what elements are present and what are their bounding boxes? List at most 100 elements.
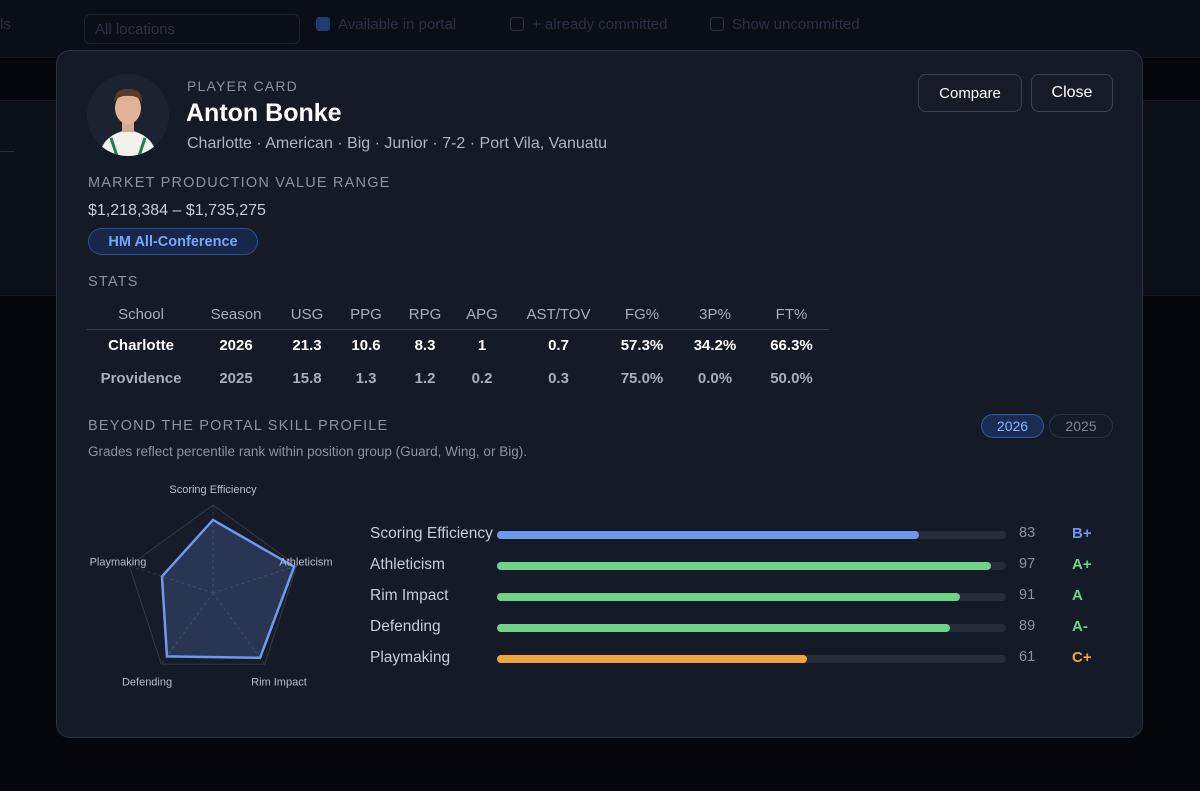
skill-bar-track bbox=[497, 655, 1006, 663]
skill-row: Scoring Efficiency 83 B+ bbox=[370, 521, 1115, 552]
skill-bar-track bbox=[497, 531, 1006, 539]
radar-axis-label: Scoring Efficiency bbox=[169, 484, 257, 496]
table-cell: 1.3 bbox=[355, 370, 377, 387]
honor-badge: HM All-Conference bbox=[88, 228, 258, 255]
radar-axis bbox=[212, 592, 266, 665]
radar-axis-label: Athleticism bbox=[279, 556, 332, 568]
table-cell: 0.2 bbox=[471, 370, 493, 387]
table-cell: 66.3% bbox=[770, 337, 813, 355]
market-value-range: $1,218,384 – $1,735,275 bbox=[88, 202, 266, 219]
skill-value: 83 bbox=[1019, 525, 1036, 541]
table-cell: 75.0% bbox=[620, 370, 664, 387]
table-row: Providence 2025 15.8 1.3 1.2 0.2 0.3 75.… bbox=[87, 362, 829, 395]
skill-name: Playmaking bbox=[370, 649, 451, 666]
background-filter-label: Show uncommitted bbox=[732, 16, 860, 33]
market-value-heading: MARKET PRODUCTION VALUE RANGE bbox=[88, 175, 391, 191]
background-filter-label: Available in portal bbox=[338, 16, 457, 33]
skill-bar-fill bbox=[497, 562, 991, 570]
skill-name: Athleticism bbox=[370, 556, 445, 573]
col-header-school: School bbox=[87, 301, 195, 330]
skill-bar-fill bbox=[497, 531, 920, 539]
table-cell: 50.0% bbox=[770, 370, 813, 387]
col-header-ppg: PPG bbox=[337, 301, 395, 330]
table-cell: 21.3 bbox=[292, 337, 322, 355]
background-toolbar: ls All locations Available in portal + a… bbox=[0, 0, 1200, 58]
compare-button[interactable]: Compare bbox=[918, 74, 1022, 112]
skill-bars: Scoring Efficiency 83 B+ Athleticism 97 A+ Rim… bbox=[370, 521, 1115, 676]
year-toggle-2026[interactable]: 2026 bbox=[981, 414, 1044, 438]
stats-table: School Season USG PPG RPG APG AST/TOV FG… bbox=[87, 301, 829, 395]
skill-value: 89 bbox=[1019, 618, 1036, 634]
col-header-season: Season bbox=[195, 301, 277, 330]
skill-grade: A+ bbox=[1072, 556, 1092, 573]
skill-value: 91 bbox=[1019, 587, 1036, 603]
skill-grade: B+ bbox=[1072, 525, 1092, 542]
background-filter-label: + already committed bbox=[532, 16, 668, 33]
skill-name: Defending bbox=[370, 618, 441, 635]
background-filter-uncommitted: Show uncommitted bbox=[710, 16, 860, 42]
skill-bar-fill bbox=[497, 593, 961, 601]
skill-bar-fill bbox=[497, 655, 808, 663]
table-cell: 34.2% bbox=[693, 337, 737, 355]
col-header-ft-pct: FT% bbox=[754, 301, 829, 330]
background-filter-committed: + already committed bbox=[510, 16, 667, 42]
table-cell: 1.2 bbox=[414, 370, 436, 387]
radar-axis bbox=[129, 565, 214, 594]
col-header-usg: USG bbox=[277, 301, 337, 330]
player-card-modal: PLAYER CARD Anton Bonke Charlotte · Amer… bbox=[56, 50, 1143, 738]
table-cell: 10.6 bbox=[351, 337, 381, 355]
player-name: Anton Bonke bbox=[186, 99, 342, 127]
checkbox-icon bbox=[710, 17, 724, 31]
checkbox-icon bbox=[316, 17, 330, 31]
stats-heading: STATS bbox=[88, 274, 139, 290]
table-cell: 15.8 bbox=[292, 370, 322, 387]
skill-row: Defending 89 A- bbox=[370, 614, 1115, 645]
skill-row: Rim Impact 91 A bbox=[370, 583, 1115, 614]
table-cell: 0.7 bbox=[548, 337, 569, 355]
table-cell: 8.3 bbox=[414, 337, 436, 355]
skill-value: 61 bbox=[1019, 649, 1036, 665]
radar-axis bbox=[212, 565, 297, 594]
stats-header-row: School Season USG PPG RPG APG AST/TOV FG… bbox=[87, 301, 829, 330]
skill-bar-track bbox=[497, 593, 1006, 601]
col-header-ast-tov: AST/TOV bbox=[509, 301, 608, 330]
table-cell: 2026 bbox=[219, 337, 253, 355]
skill-row: Athleticism 97 A+ bbox=[370, 552, 1115, 583]
skill-profile-note: Grades reflect percentile rank within po… bbox=[88, 444, 527, 459]
skill-profile-heading: BEYOND THE PORTAL SKILL PROFILE bbox=[88, 418, 389, 434]
skill-grade: C+ bbox=[1072, 649, 1092, 666]
table-cell: 0.0% bbox=[697, 370, 733, 387]
background-filter-available: Available in portal bbox=[316, 16, 456, 42]
player-avatar bbox=[87, 74, 169, 156]
radar-data-area bbox=[160, 518, 296, 660]
year-toggle-2025[interactable]: 2025 bbox=[1049, 414, 1113, 438]
player-photo-icon bbox=[87, 74, 169, 156]
col-header-3p-pct: 3P% bbox=[676, 301, 754, 330]
table-cell: 0.3 bbox=[548, 370, 569, 387]
skill-grade: A- bbox=[1072, 618, 1088, 635]
card-overline: PLAYER CARD bbox=[187, 78, 298, 94]
skill-row: Playmaking 61 C+ bbox=[370, 645, 1115, 676]
checkbox-icon bbox=[510, 17, 524, 31]
table-cell: 1 bbox=[477, 337, 487, 355]
skill-radar-chart: Scoring Efficiency Athleticism Rim Impact D… bbox=[90, 484, 333, 689]
col-header-fg-pct: FG% bbox=[608, 301, 676, 330]
close-button[interactable]: Close bbox=[1031, 74, 1113, 112]
radar-axis-label: Defending bbox=[122, 677, 172, 689]
table-cell: Providence bbox=[100, 370, 182, 387]
table-cell: 57.3% bbox=[620, 337, 664, 355]
table-cell: 2025 bbox=[219, 370, 253, 387]
skill-bar-track bbox=[497, 624, 1006, 632]
col-header-apg: APG bbox=[455, 301, 509, 330]
skill-bar-fill bbox=[497, 624, 950, 632]
background-fragment: ls bbox=[0, 16, 11, 33]
col-header-rpg: RPG bbox=[395, 301, 455, 330]
player-meta: Charlotte · American · Big · Junior · 7-… bbox=[187, 135, 608, 152]
background-location-select: All locations bbox=[84, 14, 300, 44]
table-row: Charlotte 2026 21.3 10.6 8.3 1 0.7 57.3%… bbox=[87, 329, 829, 362]
background-left-fragment: — bbox=[0, 142, 14, 158]
skill-value: 97 bbox=[1019, 556, 1036, 572]
skill-name: Scoring Efficiency bbox=[370, 525, 493, 542]
radar-axis-label: Playmaking bbox=[90, 556, 147, 568]
background-location-label: All locations bbox=[95, 21, 176, 38]
